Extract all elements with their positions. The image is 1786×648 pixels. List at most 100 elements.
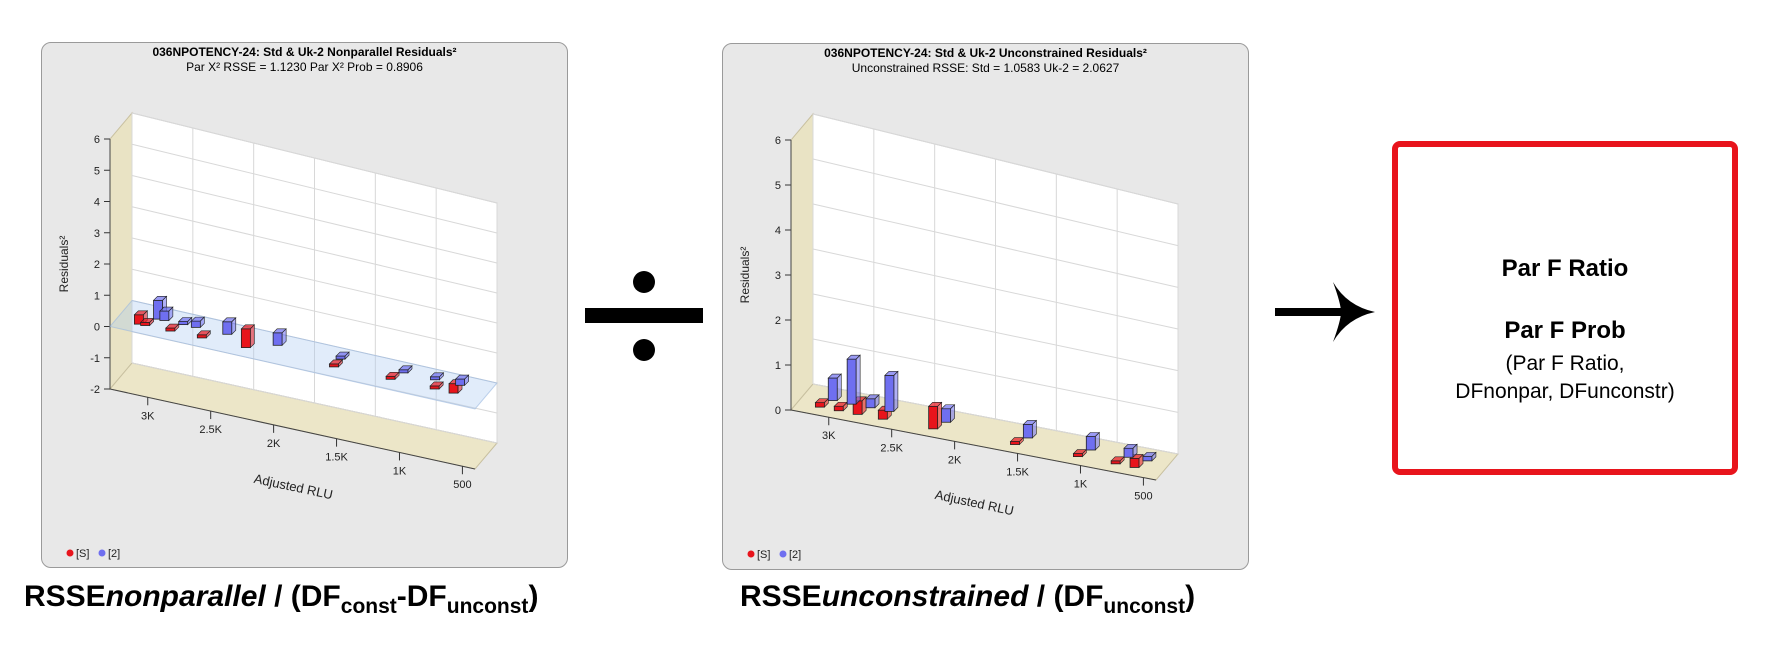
bar-side bbox=[1138, 453, 1144, 469]
x-axis-label: Adjusted RLU bbox=[253, 471, 335, 502]
args-line-1: (Par F Ratio, bbox=[1505, 352, 1625, 375]
chart-title: 036NPOTENCY-24: Std & Uk-2 Unconstrained… bbox=[824, 46, 1147, 60]
x-tick-label: 1.5K bbox=[1006, 466, 1029, 478]
y-tick-label: 3 bbox=[94, 228, 100, 240]
bar-side bbox=[206, 330, 211, 339]
bar-side bbox=[824, 397, 829, 408]
bar-side bbox=[1032, 419, 1037, 439]
bar-side bbox=[842, 401, 848, 412]
bar-side bbox=[1094, 431, 1100, 451]
par-f-result-box: Par F Ratio Par F Prob (Par F Ratio, DFn… bbox=[1392, 141, 1738, 475]
bar-front bbox=[429, 385, 440, 390]
y-tick-label: 0 bbox=[94, 322, 100, 334]
caption-sub-unconst: unconst bbox=[446, 595, 529, 618]
x-axis-line bbox=[109, 388, 476, 470]
bar-front bbox=[178, 321, 189, 326]
bar-side bbox=[861, 396, 867, 416]
caption-subscript-word: unconstrained bbox=[821, 580, 1029, 613]
residual-bar bbox=[1110, 456, 1125, 465]
x-axis-line bbox=[790, 409, 1157, 481]
residual-bar bbox=[1123, 443, 1138, 458]
caption-slash: / bbox=[1036, 580, 1046, 613]
caption-df: (DF bbox=[1053, 580, 1104, 613]
residual-bar bbox=[827, 373, 842, 402]
residual-bar bbox=[927, 401, 943, 430]
caption-df: (DF bbox=[290, 580, 341, 613]
y-tick-label: -1 bbox=[90, 353, 100, 365]
bar-front bbox=[1123, 447, 1134, 458]
x-tick-label: 3K bbox=[141, 410, 155, 422]
bar-front bbox=[398, 369, 409, 374]
bar-side bbox=[937, 401, 942, 430]
bar-front bbox=[1010, 441, 1020, 445]
unconstrained-residuals-chart: 6 5 4 3 2 1 0 3K 2.5K 2K 1.5K 1K 500 Residuals² Adjust… bbox=[722, 43, 1249, 570]
x-axis-label: Adjusted RLU bbox=[934, 487, 1016, 518]
bar-front bbox=[335, 355, 346, 360]
bar-front bbox=[1085, 436, 1096, 451]
caption-slash: / bbox=[274, 580, 283, 613]
bar-front bbox=[846, 358, 857, 405]
bar-side bbox=[168, 306, 174, 322]
residual-bar bbox=[940, 404, 956, 423]
args-line-2: DFnonpar, DFunconstr) bbox=[1455, 380, 1675, 403]
x-tick-label: 2.5K bbox=[199, 424, 222, 436]
bar-front bbox=[165, 327, 176, 332]
divide-icon bbox=[585, 271, 703, 361]
y-tick-label: 4 bbox=[775, 225, 781, 237]
bar-side bbox=[1019, 436, 1024, 446]
bar-front bbox=[272, 332, 283, 346]
x-tick-label: 3K bbox=[822, 430, 836, 442]
bar-front bbox=[1129, 458, 1140, 468]
residual-bar bbox=[240, 324, 256, 349]
y-tick-label: 5 bbox=[94, 165, 100, 177]
residual-bar bbox=[429, 381, 444, 390]
arrow-right-icon bbox=[1275, 282, 1375, 342]
y-tick-label: 2 bbox=[775, 315, 781, 327]
y-tick-label: 6 bbox=[775, 135, 781, 147]
caption-rsse: RSSE bbox=[740, 580, 822, 613]
legend-std-label: [S] bbox=[76, 548, 89, 560]
bar-side bbox=[200, 316, 205, 329]
bar-front bbox=[827, 377, 838, 401]
bar-front bbox=[455, 378, 466, 386]
caption-subscript-word: nonparallel bbox=[105, 580, 266, 613]
bar-front bbox=[1142, 455, 1153, 462]
y-tick-label: 1 bbox=[775, 360, 781, 372]
bar-front bbox=[240, 328, 251, 348]
bar-front bbox=[159, 310, 170, 321]
bar-side bbox=[149, 317, 154, 327]
caption-minus-df: -DF bbox=[396, 580, 447, 613]
bar-front bbox=[430, 376, 440, 381]
bar-front bbox=[1072, 453, 1083, 458]
bar-side bbox=[174, 323, 180, 332]
bar-front bbox=[196, 334, 207, 339]
bar-front bbox=[222, 321, 233, 335]
x-tick-label: 2.5K bbox=[880, 442, 903, 454]
y-axis-label: Residuals² bbox=[57, 236, 71, 293]
bar-side bbox=[836, 373, 842, 402]
bar-side bbox=[1082, 448, 1087, 458]
chart-title: 036NPOTENCY-24: Std & Uk-2 Nonparallel R… bbox=[152, 45, 457, 59]
bar-front bbox=[385, 375, 396, 380]
x-tick-label: 1K bbox=[393, 465, 407, 477]
y-axis-label: Residuals² bbox=[738, 247, 752, 304]
y-tick-label: 5 bbox=[775, 180, 781, 192]
residual-bar bbox=[335, 351, 350, 360]
residual-bar bbox=[1022, 419, 1038, 439]
zero-plane bbox=[109, 299, 498, 410]
legend-std-marker bbox=[66, 549, 74, 557]
bar-side bbox=[950, 404, 955, 423]
bar-front bbox=[190, 320, 201, 328]
legend-uk2-marker bbox=[779, 550, 787, 558]
bar-side bbox=[344, 351, 350, 360]
x-tick-label: 2K bbox=[948, 454, 962, 466]
residual-bar bbox=[398, 365, 413, 374]
x-tick-label: 500 bbox=[1134, 491, 1152, 503]
residual-bar bbox=[1142, 451, 1157, 462]
caption-rsse: RSSE bbox=[24, 580, 106, 613]
x-tick-label: 500 bbox=[453, 479, 471, 491]
bar-side bbox=[893, 370, 899, 413]
bar-front bbox=[865, 398, 876, 409]
bar-side bbox=[438, 381, 444, 390]
y-tick-label: 0 bbox=[775, 405, 781, 417]
